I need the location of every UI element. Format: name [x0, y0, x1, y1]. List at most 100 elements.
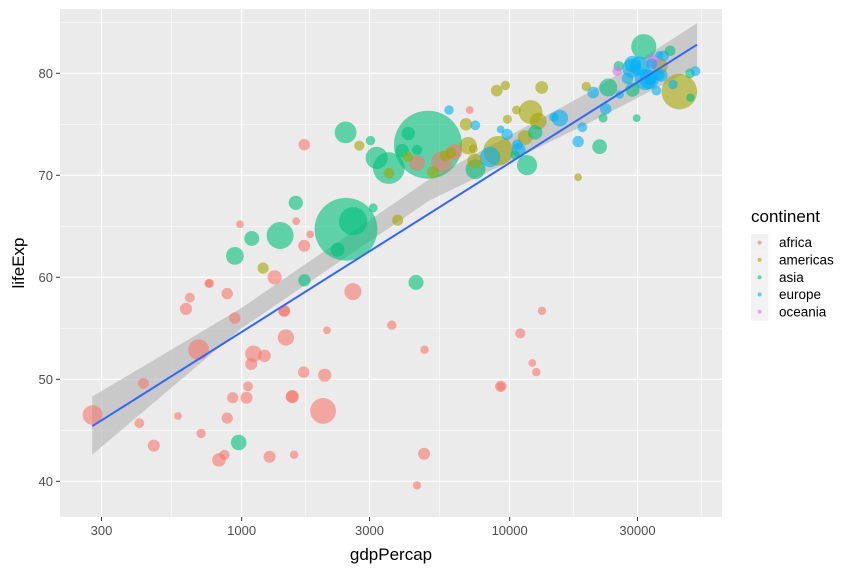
data-point-asia — [244, 231, 260, 246]
data-point-africa — [298, 239, 311, 252]
data-point-africa — [412, 481, 422, 490]
x-tick-label: 1000 — [227, 523, 256, 538]
data-point-americas — [502, 114, 512, 124]
data-point-africa — [537, 306, 547, 316]
data-point-africa — [221, 412, 233, 424]
data-point-asia — [516, 155, 538, 176]
data-point-africa — [219, 449, 230, 460]
x-tick-label: 10000 — [492, 523, 528, 538]
data-point-europe — [624, 55, 642, 73]
data-point-africa — [289, 450, 299, 459]
data-point-europe — [621, 72, 634, 85]
data-point-africa — [245, 345, 262, 363]
data-point-asia — [368, 203, 378, 213]
legend-symbol-africa — [757, 240, 762, 245]
data-point-europe — [655, 51, 664, 59]
y-axis-ticks: 40 50 60 70 80 — [39, 66, 60, 489]
data-point-americas — [581, 81, 591, 92]
data-point-africa — [185, 292, 195, 303]
data-point-asia — [339, 207, 368, 236]
data-point-africa — [387, 320, 397, 330]
data-point-africa — [240, 391, 253, 404]
data-point-asia — [412, 144, 423, 155]
data-point-africa — [227, 392, 239, 404]
data-point-africa — [306, 230, 315, 239]
data-point-americas — [467, 153, 483, 169]
data-point-europe — [644, 75, 655, 86]
data-point-americas — [512, 105, 521, 115]
legend-symbol-europe — [757, 292, 762, 297]
data-point-africa — [409, 155, 425, 171]
data-point-americas — [383, 167, 395, 179]
data-point-europe — [651, 85, 662, 96]
data-point-africa — [310, 398, 336, 424]
y-tick-label: 40 — [39, 474, 53, 489]
data-point-asia — [401, 126, 415, 141]
data-point-africa — [188, 339, 210, 361]
data-point-africa — [298, 366, 310, 378]
data-point-africa — [263, 450, 276, 463]
legend-label-europe: europe — [779, 287, 821, 302]
data-point-americas — [459, 118, 473, 131]
data-point-asia — [598, 113, 608, 123]
data-point-asia — [365, 135, 376, 146]
data-point-africa — [420, 345, 429, 354]
x-tick-label: 30000 — [619, 523, 655, 538]
data-point-africa — [515, 328, 526, 339]
data-point-europe — [668, 79, 678, 90]
data-point-americas — [468, 144, 478, 154]
data-point-asia — [230, 434, 247, 451]
confidence-ribbon — [92, 23, 697, 455]
data-point-africa — [138, 378, 149, 389]
data-point-americas — [257, 262, 269, 274]
data-point-europe — [577, 122, 588, 133]
data-point-americas — [661, 73, 698, 110]
data-point-africa — [278, 305, 290, 317]
data-point-africa — [147, 439, 160, 452]
data-point-africa — [174, 412, 182, 420]
data-point-europe — [572, 135, 584, 148]
data-point-africa — [286, 390, 299, 403]
data-point-americas — [439, 150, 451, 162]
x-axis-title: gdpPercap — [350, 545, 432, 564]
data-point-asia — [365, 146, 388, 169]
data-point-europe — [496, 125, 505, 134]
data-point-americas — [392, 214, 404, 226]
data-point-africa — [292, 217, 301, 226]
data-point-africa — [465, 106, 474, 114]
data-point-africa — [418, 447, 431, 460]
data-point-europe — [479, 146, 501, 168]
data-point-africa — [496, 382, 505, 391]
data-point-europe — [512, 139, 523, 150]
data-point-africa — [245, 358, 258, 370]
legend: continent africa americas asia europe oceani… — [751, 207, 834, 321]
data-point-americas — [427, 166, 440, 179]
data-point-africa — [258, 349, 271, 363]
legend-label-oceania: oceania — [779, 304, 827, 319]
data-point-asia — [686, 93, 695, 102]
x-axis-ticks: 300 1000 3000 10000 30000 — [91, 517, 656, 538]
data-point-europe — [653, 69, 665, 81]
data-point-africa — [196, 428, 206, 439]
data-point-europe — [549, 112, 559, 122]
data-point-asia — [664, 45, 676, 57]
data-point-africa — [528, 359, 537, 367]
data-point-asia — [631, 34, 657, 60]
data-point-asia — [330, 242, 345, 257]
data-point-europe — [646, 58, 658, 70]
y-tick-label: 70 — [39, 168, 53, 183]
data-point-asia — [592, 139, 607, 155]
data-point-asia — [599, 78, 618, 97]
data-point-asia — [632, 114, 641, 122]
data-point-asia — [334, 121, 357, 144]
data-point-americas — [574, 173, 582, 182]
data-point-africa — [298, 139, 310, 151]
data-point-africa — [229, 312, 241, 324]
y-tick-label: 80 — [39, 66, 53, 81]
legend-title: continent — [751, 207, 820, 226]
data-point-americas — [535, 81, 549, 94]
data-point-africa — [243, 381, 253, 392]
data-point-europe — [444, 105, 454, 115]
legend-symbol-americas — [757, 257, 762, 262]
legend-label-asia: asia — [779, 270, 804, 285]
